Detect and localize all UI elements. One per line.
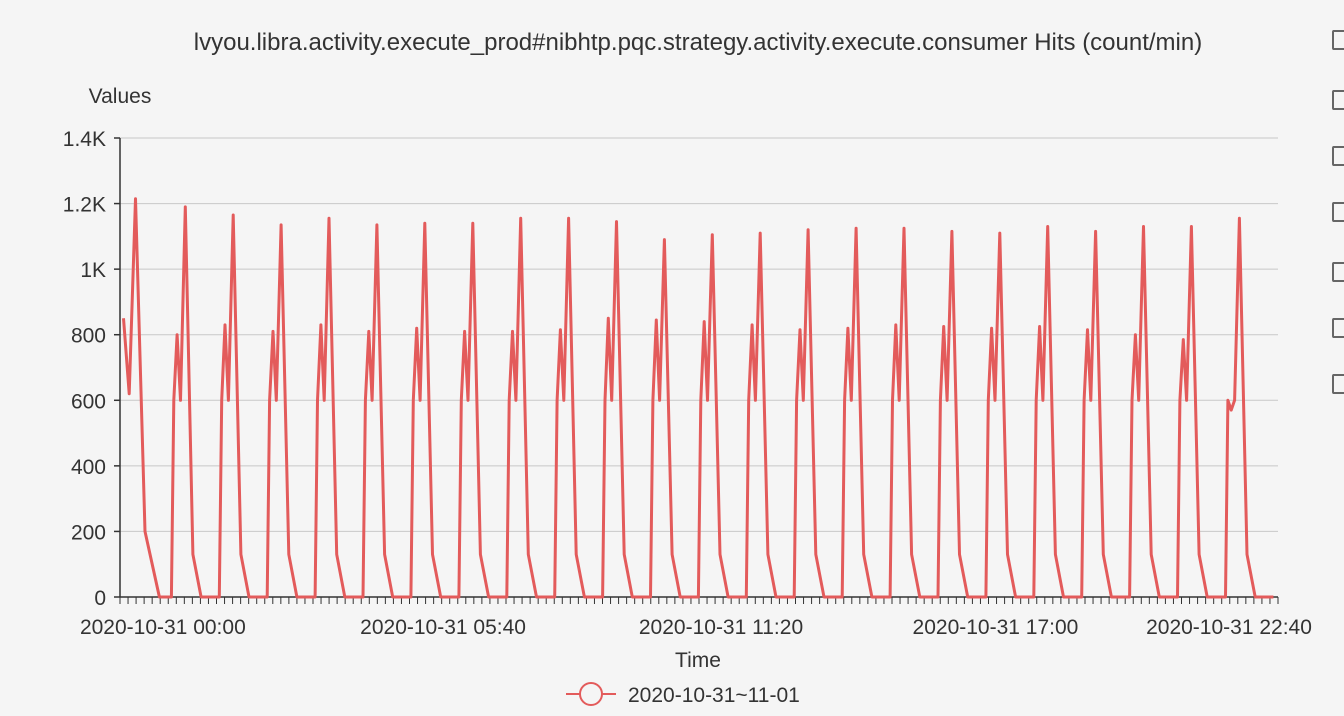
bar-switch-icon[interactable] xyxy=(1332,262,1344,282)
zoom-icon[interactable] xyxy=(1332,30,1344,50)
x-tick-label: 2020-10-31 22:40 xyxy=(1146,616,1312,639)
restore-icon[interactable] xyxy=(1332,318,1344,338)
line-switch-icon[interactable] xyxy=(1332,202,1344,222)
series-group xyxy=(122,197,1274,599)
y-tick-label: 1K xyxy=(80,259,106,282)
legend-label: 2020-10-31~11-01 xyxy=(628,684,800,707)
legend-circle-icon xyxy=(579,682,603,706)
x-tick-label: 2020-10-31 05:40 xyxy=(360,616,526,639)
series-line xyxy=(122,197,1274,599)
zoom-reset-icon[interactable] xyxy=(1332,90,1344,110)
save-image-icon[interactable] xyxy=(1332,374,1344,394)
y-tick-label: 400 xyxy=(71,456,106,479)
toolbox xyxy=(1328,30,1344,410)
y-tick-label: 800 xyxy=(71,325,106,348)
grid-lines xyxy=(120,137,1278,532)
y-tick-label: 600 xyxy=(71,390,106,413)
y-tick-label: 1.2K xyxy=(63,194,106,217)
y-tick-label: 200 xyxy=(71,521,106,544)
x-tick-label: 2020-10-31 00:00 xyxy=(80,616,246,639)
chart-title: lvyou.libra.activity.execute_prod#nibhtp… xyxy=(194,29,1202,56)
data-view-icon[interactable] xyxy=(1332,146,1344,166)
x-axis-label: Time xyxy=(675,649,721,672)
x-axis: 2020-10-31 00:00 2020-10-31 05:40 2020-10-… xyxy=(80,596,1312,639)
y-axis-label: Values xyxy=(89,85,152,108)
y-tick-label: 0 xyxy=(94,587,106,610)
y-tick-label: 1.4K xyxy=(63,128,106,151)
legend[interactable]: 2020-10-31~11-01 xyxy=(566,682,800,707)
x-tick-label: 2020-10-31 17:00 xyxy=(913,616,1079,639)
x-tick-label: 2020-10-31 11:20 xyxy=(639,616,803,639)
y-axis: 0 200 400 600 800 1K 1.2K 1.4K xyxy=(63,128,121,610)
